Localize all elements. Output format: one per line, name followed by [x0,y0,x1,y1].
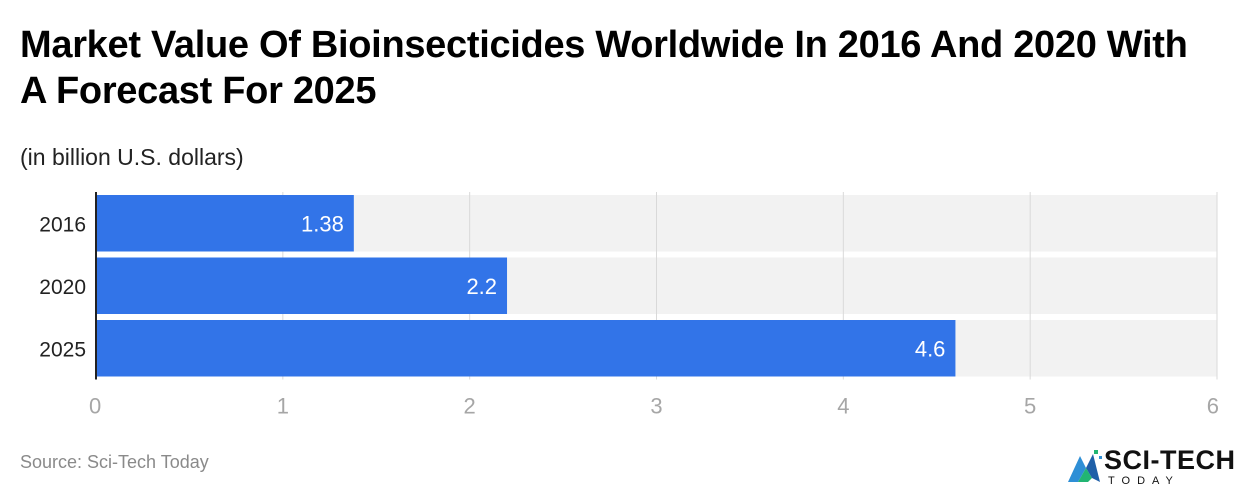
logo-tagline: TODAY [1108,475,1180,487]
category-label: 2020 [39,276,86,299]
x-tick-label: 1 [277,394,289,419]
x-tick-label: 4 [837,394,849,419]
logo-wordmark: SCI-TECH [1104,445,1236,475]
x-tick-label: 2 [464,394,476,419]
bar [96,257,508,314]
chart-logo-icon [1068,450,1102,482]
x-tick-label: 0 [89,394,101,419]
x-tick-label: 6 [1207,394,1219,419]
bar [96,195,354,252]
bar [96,320,956,377]
category-label: 2016 [39,213,86,236]
x-tick-label: 5 [1024,394,1036,419]
bar-value-label: 2.2 [466,274,497,299]
chart-title: Market Value Of Bioinsecticides Worldwid… [20,24,1188,112]
x-tick-label: 3 [650,394,662,419]
source-note: Source: Sci-Tech Today [20,452,209,472]
bar-value-label: 1.38 [301,211,344,236]
category-label: 2025 [39,338,86,361]
chart-subtitle: (in billion U.S. dollars) [20,144,244,170]
brand-logo: SCI-TECH TODAY [1066,444,1236,490]
bar-value-label: 4.6 [915,336,946,361]
bar-chart: 1.38 2016 2.2 2020 4.6 2025 0 1 2 3 4 5 6 [39,192,1219,419]
